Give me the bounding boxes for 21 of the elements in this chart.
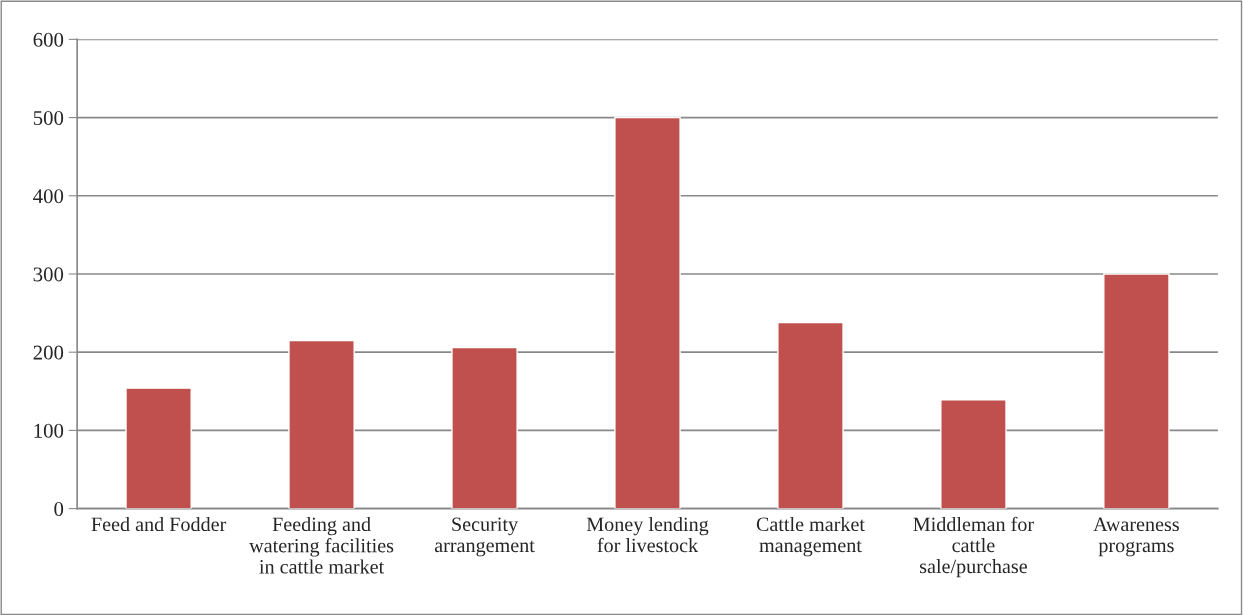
x-tick-label: Cattle market management bbox=[756, 516, 865, 557]
y-tick-label: 0 bbox=[54, 501, 64, 517]
y-tick-label: 500 bbox=[33, 110, 64, 125]
bar bbox=[288, 339, 355, 509]
y-tick-label: 600 bbox=[33, 32, 64, 47]
y-tick-label: 300 bbox=[33, 267, 64, 282]
x-tick-label: Feeding and watering facilities in cattle market bbox=[249, 516, 394, 574]
x-tick-label: Money lending for livestock bbox=[586, 516, 709, 553]
y-tick-label: 400 bbox=[33, 189, 64, 204]
bar bbox=[614, 116, 681, 509]
x-tick-label: Security arrangement bbox=[434, 517, 535, 557]
bar bbox=[777, 321, 844, 509]
bar bbox=[940, 399, 1007, 509]
bar bbox=[1103, 273, 1170, 509]
x-tick-label: Awareness programs bbox=[1093, 517, 1179, 557]
y-tick-label: 200 bbox=[33, 345, 64, 360]
x-tick-label: Middleman for cattle sale/purchase bbox=[913, 516, 1034, 578]
x-tick-label: Feed and Fodder bbox=[91, 516, 227, 532]
bar bbox=[125, 387, 192, 509]
y-tick-label: 100 bbox=[34, 423, 64, 438]
bar bbox=[451, 346, 518, 509]
